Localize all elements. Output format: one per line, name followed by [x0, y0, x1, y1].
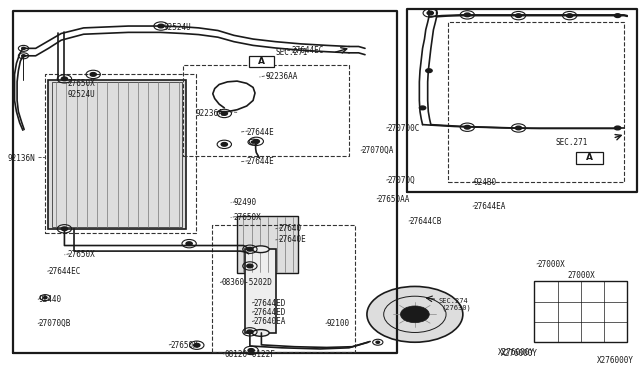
Ellipse shape: [252, 246, 269, 253]
Circle shape: [61, 227, 68, 231]
Text: 27644ED: 27644ED: [253, 299, 285, 308]
Circle shape: [614, 126, 621, 130]
Text: 27650X: 27650X: [170, 341, 198, 350]
Bar: [248, 56, 274, 67]
Text: X276000Y: X276000Y: [596, 356, 634, 365]
Text: 27000X: 27000X: [538, 260, 565, 269]
Text: 27640E: 27640E: [278, 235, 307, 244]
Text: X276000Y: X276000Y: [497, 348, 534, 357]
Text: A: A: [258, 57, 265, 66]
Text: 27644CB: 27644CB: [410, 217, 442, 226]
Circle shape: [515, 126, 522, 130]
Text: 27644EA: 27644EA: [474, 202, 506, 211]
Text: 92136N: 92136N: [8, 154, 36, 163]
Bar: [576, 152, 603, 164]
Circle shape: [44, 296, 47, 299]
Text: 92490: 92490: [234, 198, 257, 207]
Circle shape: [194, 343, 200, 347]
Text: X276000Y: X276000Y: [500, 349, 538, 358]
Circle shape: [248, 349, 254, 352]
Circle shape: [158, 24, 164, 28]
Text: 27644EC: 27644EC: [291, 46, 324, 55]
Text: SEC.271: SEC.271: [556, 138, 588, 147]
Text: 27650X: 27650X: [68, 79, 95, 88]
Text: A: A: [586, 153, 593, 162]
Circle shape: [614, 14, 621, 17]
Circle shape: [253, 140, 259, 143]
Circle shape: [61, 77, 68, 81]
Circle shape: [252, 141, 255, 143]
Bar: [52, 82, 182, 227]
Text: SEC.274: SEC.274: [438, 298, 468, 304]
Circle shape: [22, 47, 26, 49]
Circle shape: [90, 73, 97, 76]
Circle shape: [186, 242, 192, 246]
Circle shape: [376, 341, 380, 343]
Text: 08120-6122F: 08120-6122F: [224, 350, 275, 359]
Circle shape: [515, 14, 522, 17]
Text: 27650X: 27650X: [234, 213, 262, 222]
Circle shape: [464, 125, 470, 129]
Text: 27644ED: 27644ED: [253, 308, 285, 317]
Circle shape: [419, 106, 426, 110]
Text: (27630): (27630): [442, 305, 472, 311]
Circle shape: [221, 112, 227, 115]
Text: 27650AA: 27650AA: [378, 195, 410, 203]
Text: 92236A: 92236A: [196, 109, 223, 118]
Text: 92100: 92100: [326, 319, 349, 328]
Text: 92524U: 92524U: [164, 23, 191, 32]
Text: 27070QB: 27070QB: [39, 319, 71, 328]
Bar: [534, 281, 627, 342]
Circle shape: [247, 330, 253, 334]
Text: 92524U: 92524U: [68, 90, 95, 99]
Bar: [245, 249, 276, 333]
Text: 27000X: 27000X: [567, 271, 595, 280]
Bar: [237, 216, 298, 273]
Text: 27640EA: 27640EA: [253, 317, 285, 326]
Circle shape: [221, 142, 227, 146]
Circle shape: [464, 13, 470, 17]
Text: 92236AA: 92236AA: [266, 72, 298, 81]
Text: 270700C: 270700C: [387, 124, 420, 133]
Text: 27070QA: 27070QA: [362, 146, 394, 155]
Circle shape: [426, 69, 432, 73]
Circle shape: [367, 286, 463, 342]
Circle shape: [427, 11, 433, 15]
Circle shape: [247, 247, 253, 251]
Circle shape: [247, 264, 253, 268]
Text: 27644E: 27644E: [246, 157, 275, 166]
Text: 27650X: 27650X: [68, 250, 95, 259]
Circle shape: [22, 55, 26, 57]
Text: 27644EC: 27644EC: [49, 267, 81, 276]
Text: 08360-5202D: 08360-5202D: [221, 278, 272, 287]
Text: 27644E: 27644E: [246, 128, 275, 137]
Circle shape: [566, 14, 573, 17]
Circle shape: [401, 306, 429, 323]
Bar: [49, 80, 186, 229]
Text: 92440: 92440: [39, 295, 62, 304]
Text: 924B0: 924B0: [474, 178, 497, 187]
Text: SEC.271: SEC.271: [275, 48, 308, 57]
Ellipse shape: [252, 330, 269, 336]
Text: 27070Q: 27070Q: [387, 176, 415, 185]
Text: 27640: 27640: [278, 224, 302, 233]
